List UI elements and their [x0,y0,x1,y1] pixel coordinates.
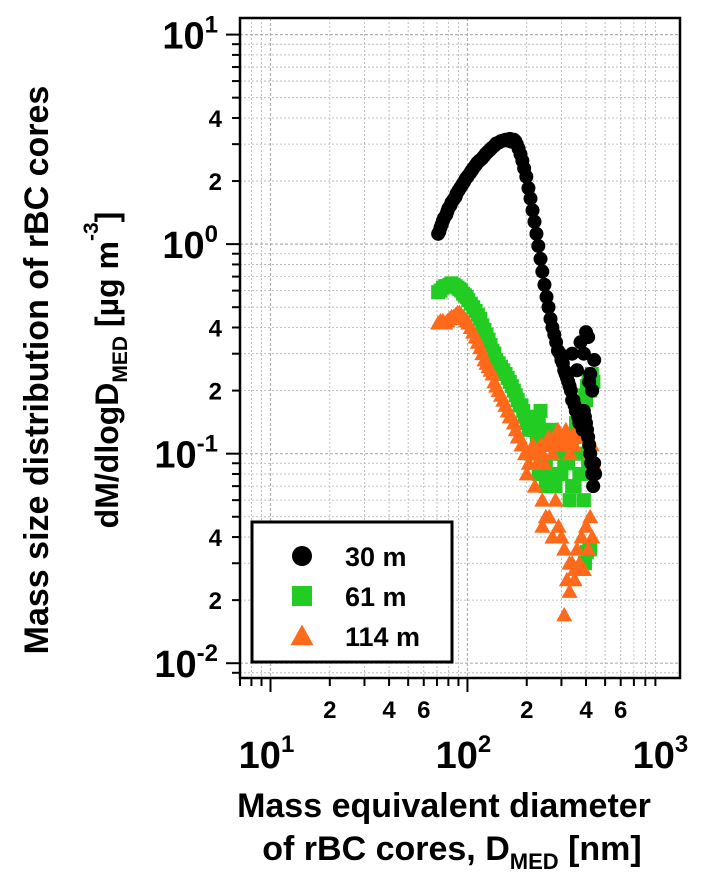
point-114-m [556,606,573,622]
legend-marker [290,624,314,646]
legend-label: 61 m [345,582,407,612]
point-61-m [533,403,548,418]
point-114-m [568,541,586,556]
point-30-m [523,191,538,206]
x-tick-label: 101 [239,731,295,777]
point-114-m [518,465,535,481]
x-tick-label: 103 [633,731,689,777]
point-114-m [541,508,558,524]
point-30-m [535,264,550,279]
x-minor-tick-label: 6 [417,697,430,724]
x-minor-tick-label: 2 [520,697,533,724]
y-axis-label-line1: Mass size distribution of rBC cores [18,86,56,655]
point-30-m [521,181,536,196]
point-114-m [584,529,601,544]
point-61-m [538,479,553,494]
point-114-m [534,492,551,507]
y-tick-label: 100 [162,221,218,267]
point-114-m [534,518,551,533]
y-axis: 101 100 10-1 10-2 4 2 4 2 4 2 [154,12,240,686]
point-61-m [554,466,569,481]
point-30-m [533,251,548,266]
point-114-m [557,421,574,437]
point-30-m [570,363,585,378]
y-minor-tick-label: 4 [209,106,223,133]
point-114-m [573,529,590,544]
point-114-m [544,445,561,461]
y-minor-tick-label: 2 [209,588,222,615]
point-30-m [587,352,602,367]
legend-label: 30 m [345,542,407,572]
point-114-m [580,541,597,556]
point-114-m [534,445,551,461]
point-114-m [561,583,578,598]
point-30-m [519,169,534,184]
point-61-m [562,493,577,508]
series-30-m [431,131,603,494]
point-114-m [577,518,595,533]
x-axis-label-line1: Mass equivalent diameter [237,787,651,825]
legend-label: 114 m [345,622,420,652]
point-114-m [550,518,567,533]
legend-marker [292,546,312,566]
y-minor-tick-label: 4 [209,316,223,343]
point-30-m [586,479,601,494]
point-114-m [553,529,570,544]
point-30-m [565,346,580,361]
point-30-m [576,346,591,361]
point-114-m [547,492,564,507]
y-tick-label: 10-2 [154,640,218,686]
legend-marker [292,586,312,606]
point-30-m [525,203,540,218]
y-axis-label-line2: dM/dlogDMED [µg m-3] [80,212,132,529]
y-tick-label: 101 [162,12,218,58]
point-114-m [526,478,543,493]
data-markers [430,131,603,622]
point-30-m [527,214,542,229]
legend: 30 m 61 m 114 m [250,520,454,664]
point-114-m [575,561,592,576]
x-minor-tick-label: 4 [579,697,593,724]
point-61-m [531,466,546,481]
y-tick-label: 10-1 [154,431,218,477]
point-30-m [579,325,594,340]
y-minor-tick-label: 4 [209,525,223,552]
point-61-m [576,493,591,508]
x-tick-label: 102 [436,731,492,777]
point-30-m [587,456,602,471]
x-minor-tick-label: 6 [614,697,627,724]
point-114-m [566,571,583,587]
point-61-m [572,466,587,481]
point-30-m [537,277,552,292]
point-114-m [484,365,501,381]
series-114-m [430,304,602,622]
point-30-m [529,226,544,241]
legend-box [250,520,454,664]
x-minor-tick-label: 2 [323,697,336,724]
point-61-m [567,479,582,494]
y-minor-tick-label: 2 [209,169,222,196]
plot-frame [238,16,682,680]
point-114-m [536,455,553,470]
point-114-m [562,445,579,461]
y-minor-tick-label: 2 [209,379,222,406]
point-114-m [566,436,583,452]
x-axis-label-line2: of rBC cores, DMED [nm] [262,830,641,874]
x-minor-tick-label: 4 [382,697,396,724]
point-30-m [582,374,597,389]
point-114-m [556,541,573,556]
point-30-m [541,300,556,315]
point-30-m [588,466,603,481]
point-114-m [582,508,599,524]
point-30-m [531,238,546,253]
